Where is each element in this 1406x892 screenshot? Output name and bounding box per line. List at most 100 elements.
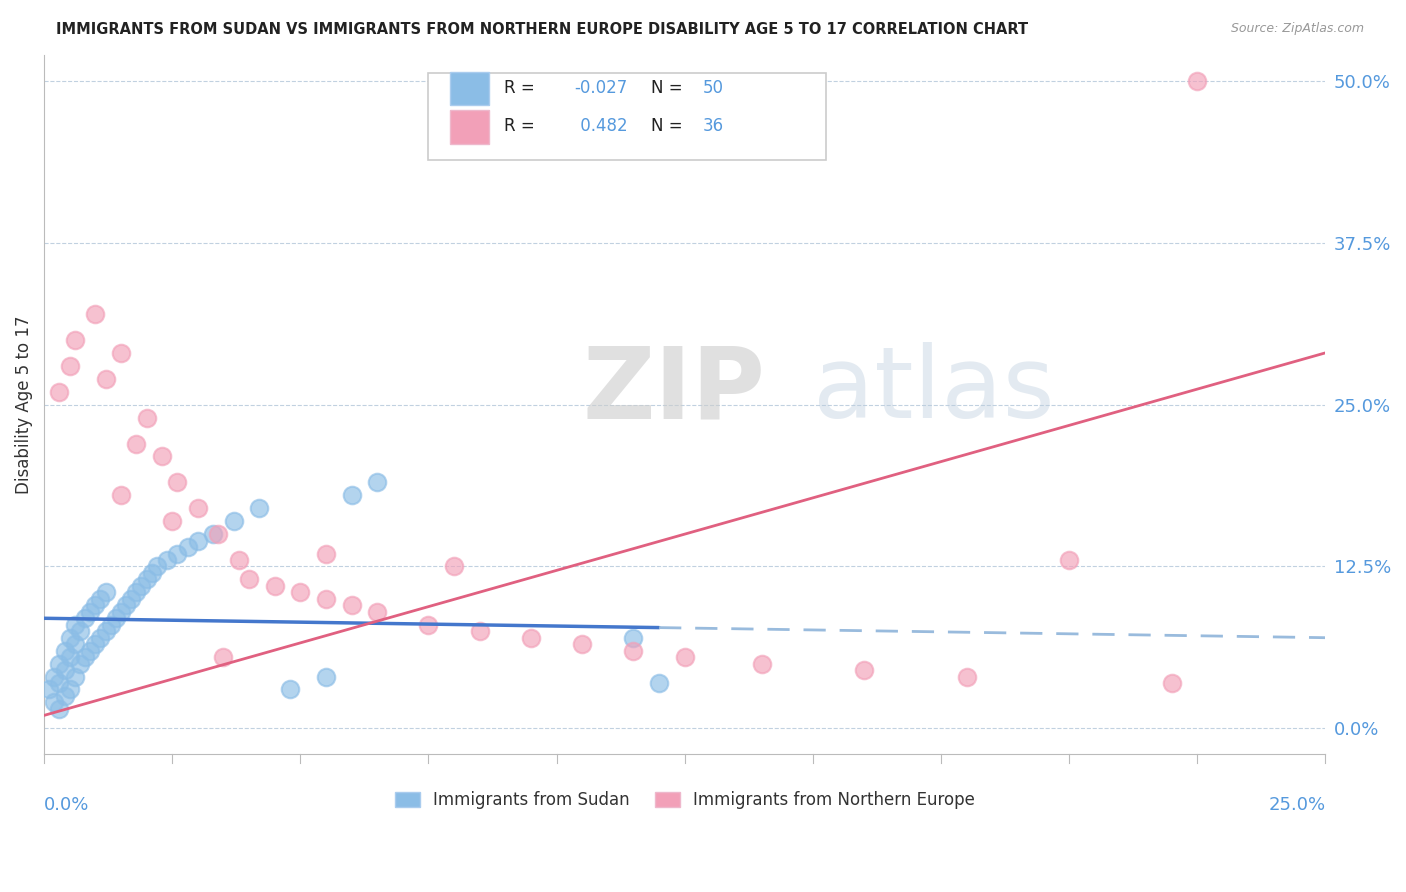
Point [751, 657, 773, 671]
Point [89, 631, 111, 645]
Text: 25.0%: 25.0% [1268, 797, 1326, 814]
Point [238, 573, 260, 587]
Point [187, 533, 209, 548]
Point [75, 650, 97, 665]
Point [1160, 676, 1182, 690]
Text: 36: 36 [703, 118, 724, 136]
Point [340, 488, 363, 502]
Point [63, 669, 86, 683]
Text: Source: ZipAtlas.com: Source: ZipAtlas.com [1230, 22, 1364, 36]
FancyBboxPatch shape [429, 72, 825, 160]
Point [53, 663, 76, 677]
Text: N =: N = [651, 78, 689, 97]
Point [623, 643, 645, 657]
Point [84, 637, 107, 651]
Point [146, 559, 169, 574]
Text: atlas: atlas [813, 343, 1054, 439]
Text: N =: N = [651, 118, 689, 136]
Point [125, 585, 148, 599]
Point [69, 657, 91, 671]
Point [110, 605, 132, 619]
Point [150, 450, 173, 464]
Point [110, 346, 132, 360]
Text: R =: R = [505, 78, 540, 97]
Point [48, 657, 70, 671]
Point [120, 591, 142, 606]
Point [160, 514, 183, 528]
Point [44, 695, 66, 709]
Point [131, 579, 153, 593]
Point [955, 669, 977, 683]
Text: IMMIGRANTS FROM SUDAN VS IMMIGRANTS FROM NORTHERN EUROPE DISABILITY AGE 5 TO 17 : IMMIGRANTS FROM SUDAN VS IMMIGRANTS FROM… [56, 22, 1028, 37]
Text: 0.0%: 0.0% [44, 797, 90, 814]
Text: 0.482: 0.482 [575, 118, 627, 136]
Y-axis label: Disability Age 5 to 17: Disability Age 5 to 17 [15, 316, 32, 494]
Point [202, 527, 225, 541]
Point [89, 591, 111, 606]
Point [520, 631, 543, 645]
Text: R =: R = [505, 118, 540, 136]
Point [207, 527, 229, 541]
Point [222, 514, 245, 528]
Point [104, 611, 127, 625]
Point [315, 547, 337, 561]
Point [187, 501, 209, 516]
Point [75, 611, 97, 625]
Point [212, 650, 235, 665]
Point [141, 566, 163, 580]
Point [94, 372, 117, 386]
Point [418, 617, 440, 632]
Point [156, 553, 179, 567]
Point [1057, 553, 1080, 567]
Point [59, 650, 82, 665]
Point [125, 436, 148, 450]
Point [84, 307, 107, 321]
Point [290, 585, 312, 599]
Point [38, 682, 60, 697]
Point [176, 540, 198, 554]
Point [59, 359, 82, 373]
Point [166, 475, 188, 490]
Bar [450, 71, 489, 105]
Point [63, 637, 86, 651]
Point [59, 682, 82, 697]
Point [84, 599, 107, 613]
Point [53, 643, 76, 657]
Point [263, 579, 285, 593]
Point [48, 384, 70, 399]
Point [673, 650, 696, 665]
Text: ZIP: ZIP [582, 343, 765, 439]
Point [278, 682, 301, 697]
Point [63, 617, 86, 632]
Point [366, 475, 388, 490]
Point [166, 547, 188, 561]
Point [315, 669, 337, 683]
Point [48, 676, 70, 690]
Point [79, 643, 101, 657]
Point [366, 605, 388, 619]
Point [63, 333, 86, 347]
Point [135, 573, 157, 587]
Legend: Immigrants from Sudan, Immigrants from Northern Europe: Immigrants from Sudan, Immigrants from N… [388, 784, 981, 816]
Point [853, 663, 876, 677]
Point [94, 585, 117, 599]
Point [110, 488, 132, 502]
Point [69, 624, 91, 639]
Text: 50: 50 [703, 78, 724, 97]
Point [135, 410, 157, 425]
Point [100, 617, 122, 632]
Point [247, 501, 270, 516]
Text: -0.027: -0.027 [575, 78, 627, 97]
Bar [450, 111, 489, 144]
Point [53, 689, 76, 703]
Point [623, 631, 645, 645]
Point [115, 599, 138, 613]
Point [94, 624, 117, 639]
Point [228, 553, 250, 567]
Point [468, 624, 491, 639]
Point [44, 669, 66, 683]
Point [1185, 74, 1208, 88]
Point [648, 676, 671, 690]
Point [79, 605, 101, 619]
Point [571, 637, 593, 651]
